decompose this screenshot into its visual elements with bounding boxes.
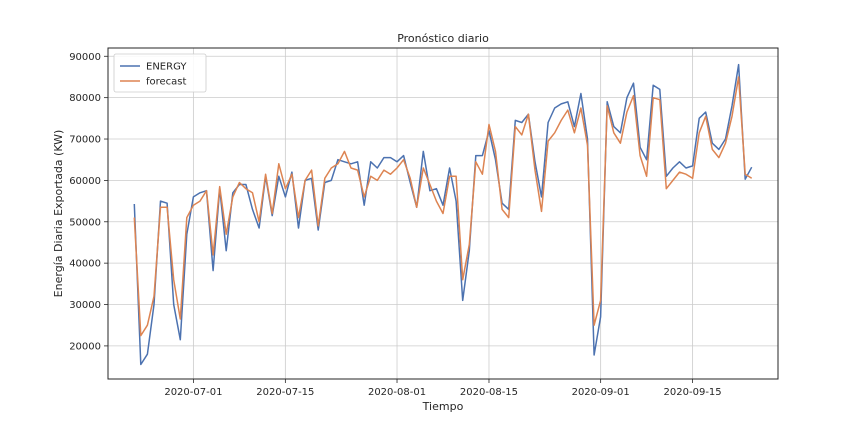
y-ticks: 20000 30000 40000 50000 60000 70000 80000 90000 [69, 52, 108, 352]
x-tick-label: 2020-08-15 [460, 387, 518, 398]
legend: ENERGY forecast [113, 53, 207, 93]
y-tick-label: 90000 [69, 52, 101, 63]
x-axis-label: Tiempo [422, 400, 464, 413]
y-tick-label: 40000 [69, 259, 101, 270]
y-tick-label: 80000 [69, 93, 101, 104]
chart-title: Pronóstico diario [397, 32, 489, 45]
legend-label: forecast [146, 77, 187, 88]
legend-box [113, 53, 207, 93]
x-ticks: 2020-07-01 2020-07-15 2020-08-01 2020-08-15… [164, 379, 722, 398]
x-tick-label: 2020-09-15 [664, 387, 722, 398]
x-tick-label: 2020-07-15 [256, 387, 314, 398]
x-tick-label: 2020-08-01 [368, 387, 426, 398]
x-tick-label: 2020-09-01 [572, 387, 630, 398]
y-axis-label: Energía Diaria Exportada (KW) [52, 130, 65, 298]
plot-frame [107, 47, 779, 380]
series-lines [133, 63, 753, 366]
x-tick-label: 2020-07-01 [164, 387, 222, 398]
y-tick-label: 70000 [69, 135, 101, 146]
y-tick-label: 60000 [69, 176, 101, 187]
series-line-forecast [133, 76, 753, 337]
legend-label: ENERGY [146, 62, 187, 73]
y-tick-label: 20000 [69, 341, 101, 352]
y-tick-label: 50000 [69, 217, 101, 228]
y-tick-label: 30000 [69, 300, 101, 311]
